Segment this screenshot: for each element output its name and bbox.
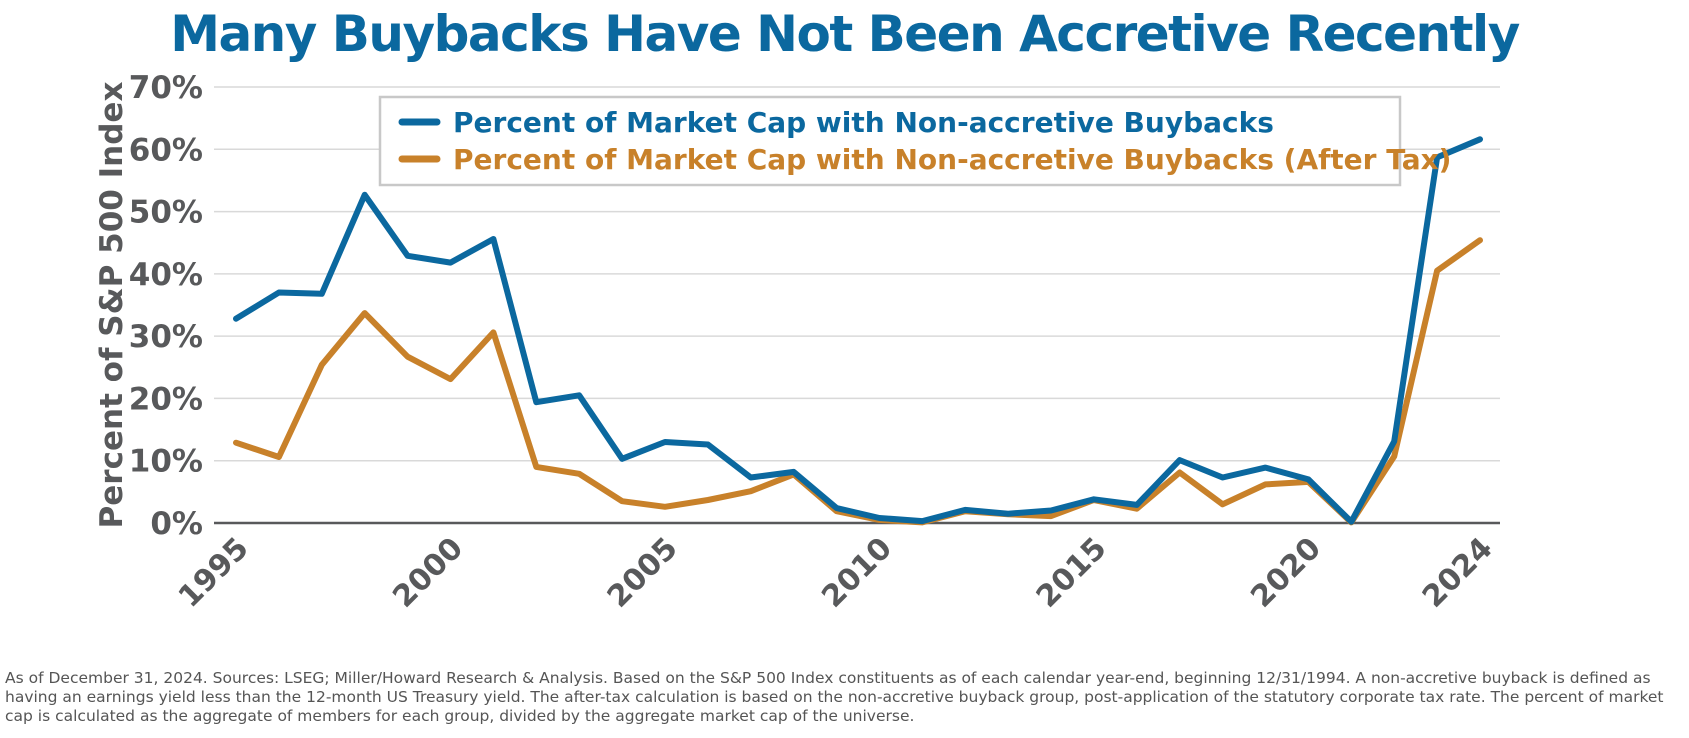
legend-label: Percent of Market Cap with Non-accretive…: [453, 106, 1274, 139]
legend: Percent of Market Cap with Non-accretive…: [378, 95, 1451, 187]
x-tick-label: 2000: [386, 531, 470, 615]
y-tick-label: 0%: [150, 506, 203, 542]
y-tick-label: 20%: [129, 381, 203, 417]
footnote: As of December 31, 2024. Sources: LSEG; …: [5, 669, 1664, 725]
line-chart: 0% 10% 20% 30% 40% 50% 60% 70% 1995 2000 2005 2010 2…: [94, 70, 1500, 615]
chart-title: Many Buybacks Have Not Been Accretive Re…: [170, 5, 1520, 63]
series-line-after-tax: [233, 237, 1483, 526]
x-tick-label: 2020: [1244, 531, 1328, 615]
y-tick-label: 70%: [129, 70, 203, 106]
x-tick-label: 2010: [815, 531, 899, 615]
y-tick-label: 30%: [129, 319, 203, 355]
x-tick-label: 2024: [1416, 531, 1500, 615]
series-line-non-accretive: [233, 136, 1483, 525]
y-tick-label: 10%: [129, 444, 203, 480]
x-tick-label: 2015: [1030, 531, 1114, 615]
y-axis-title: Percent of S&P 500 Index: [94, 82, 130, 529]
legend-box: [378, 95, 1402, 187]
legend-label: Percent of Market Cap with Non-accretive…: [453, 143, 1451, 176]
y-tick-label: 60%: [129, 132, 203, 168]
y-tick-label: 40%: [129, 257, 203, 293]
x-tick-label: 2005: [601, 531, 685, 615]
x-tick-label: 1995: [172, 531, 256, 615]
y-tick-label: 50%: [129, 195, 203, 231]
